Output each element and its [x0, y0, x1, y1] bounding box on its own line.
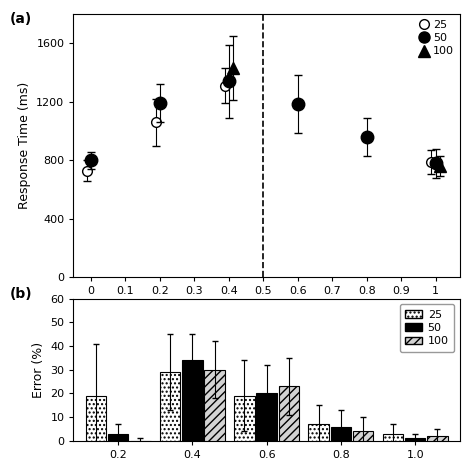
Legend: 25, 50, 100: 25, 50, 100	[400, 304, 454, 352]
Bar	[234, 396, 255, 441]
Bar	[85, 396, 106, 441]
Text: (a): (a)	[9, 12, 32, 26]
Bar	[160, 372, 180, 441]
Bar	[331, 427, 351, 441]
Bar	[427, 436, 448, 441]
Text: (b): (b)	[9, 287, 32, 301]
Bar	[353, 431, 374, 441]
Y-axis label: Response Time (ms): Response Time (ms)	[18, 82, 31, 210]
Bar	[309, 424, 329, 441]
Legend: 25, 50, 100: 25, 50, 100	[420, 20, 454, 56]
Bar	[204, 370, 225, 441]
Bar	[279, 386, 299, 441]
X-axis label: Proportion of circles with gaps: Proportion of circles with gaps	[172, 302, 361, 315]
Bar	[182, 360, 202, 441]
Bar	[108, 434, 128, 441]
Y-axis label: Error (%): Error (%)	[32, 342, 45, 398]
Bar	[383, 434, 403, 441]
Bar	[405, 438, 426, 441]
Bar	[256, 393, 277, 441]
